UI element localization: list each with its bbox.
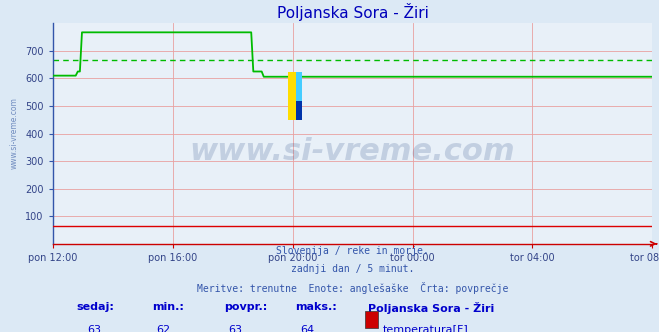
Text: maks.:: maks.: bbox=[296, 301, 337, 311]
Text: Poljanska Sora - Žiri: Poljanska Sora - Žiri bbox=[368, 301, 494, 313]
Title: Poljanska Sora - Žiri: Poljanska Sora - Žiri bbox=[277, 3, 428, 21]
Text: temperatura[F]: temperatura[F] bbox=[382, 325, 469, 332]
Bar bbox=[289, 72, 296, 120]
Text: sedaj:: sedaj: bbox=[76, 301, 115, 311]
Text: www.si-vreme.com: www.si-vreme.com bbox=[9, 98, 18, 169]
Text: 63: 63 bbox=[88, 325, 101, 332]
Text: www.si-vreme.com: www.si-vreme.com bbox=[190, 137, 515, 166]
Text: 64: 64 bbox=[301, 325, 314, 332]
Bar bbox=[296, 72, 302, 101]
Text: Slovenija / reke in morje.: Slovenija / reke in morje. bbox=[276, 246, 429, 256]
Bar bbox=[296, 101, 302, 120]
Text: min.:: min.: bbox=[152, 301, 184, 311]
Text: zadnji dan / 5 minut.: zadnji dan / 5 minut. bbox=[291, 264, 415, 274]
Bar bbox=[364, 311, 378, 328]
Text: povpr.:: povpr.: bbox=[223, 301, 267, 311]
Text: Meritve: trenutne  Enote: anglešaške  Črta: povprečje: Meritve: trenutne Enote: anglešaške Črta… bbox=[197, 282, 508, 294]
Text: 63: 63 bbox=[229, 325, 243, 332]
Text: 62: 62 bbox=[157, 325, 171, 332]
